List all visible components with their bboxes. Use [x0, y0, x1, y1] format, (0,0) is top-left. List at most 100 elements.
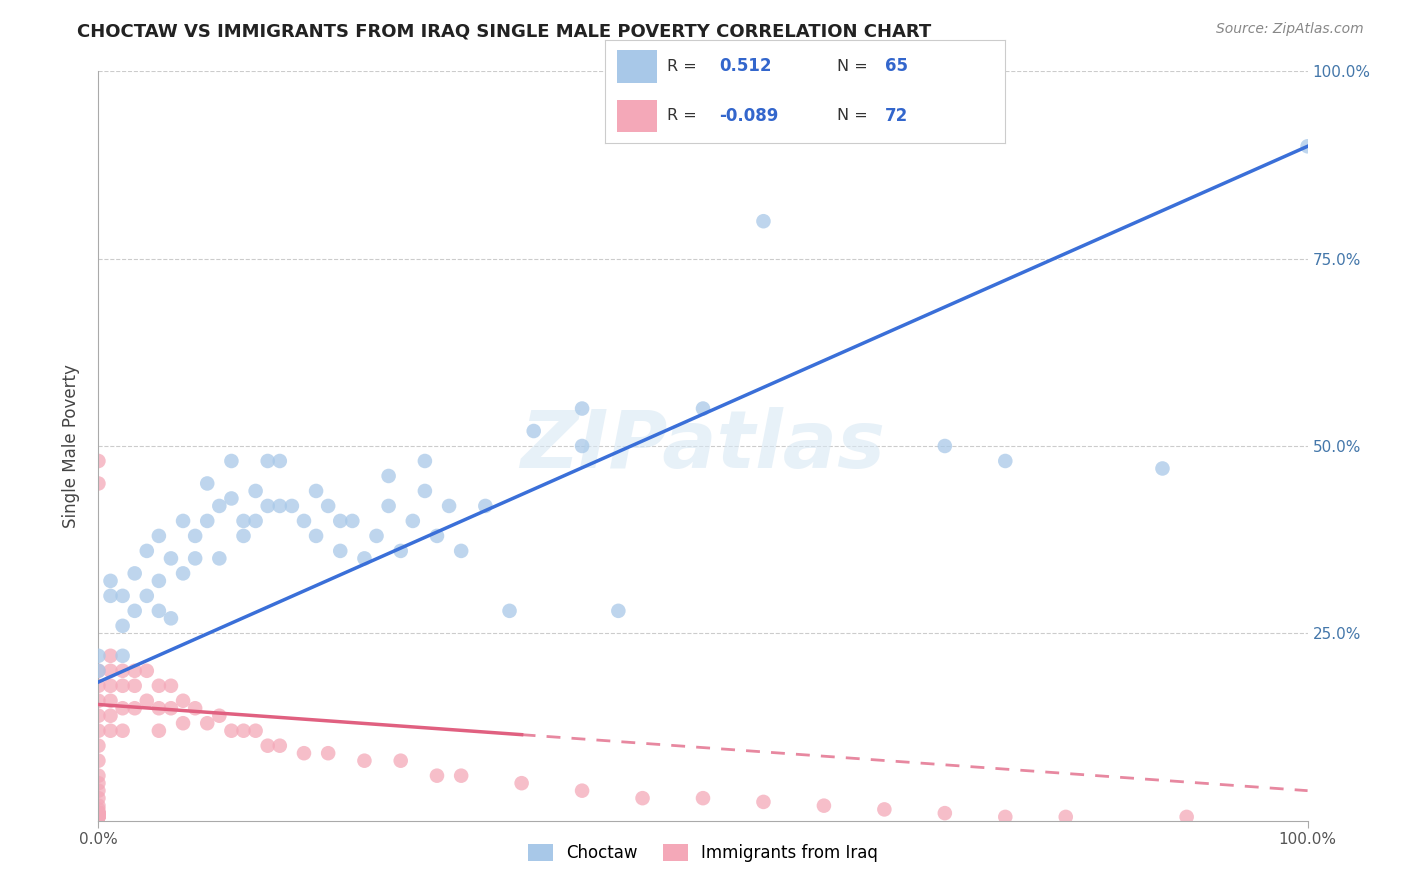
Point	[184, 701, 207, 715]
Point	[148, 604, 170, 618]
Point	[87, 739, 110, 753]
Point	[100, 694, 122, 708]
Point	[269, 739, 291, 753]
Point	[450, 769, 472, 783]
Point	[87, 806, 110, 821]
Point	[100, 648, 122, 663]
Point	[87, 708, 110, 723]
Point	[413, 483, 436, 498]
Point	[498, 604, 520, 618]
Point	[87, 769, 110, 783]
Text: N =: N =	[837, 59, 868, 74]
Point	[111, 619, 134, 633]
Point	[366, 529, 388, 543]
Point	[87, 664, 110, 678]
Text: 0.512: 0.512	[718, 57, 772, 75]
Point	[172, 694, 194, 708]
Point	[377, 499, 399, 513]
Point	[87, 802, 110, 816]
Point	[135, 694, 157, 708]
Point	[87, 648, 110, 663]
Point	[426, 769, 449, 783]
Point	[316, 746, 339, 760]
Point	[305, 483, 328, 498]
Point	[160, 611, 183, 625]
Point	[232, 514, 254, 528]
Point	[87, 806, 110, 821]
Text: CHOCTAW VS IMMIGRANTS FROM IRAQ SINGLE MALE POVERTY CORRELATION CHART: CHOCTAW VS IMMIGRANTS FROM IRAQ SINGLE M…	[77, 22, 932, 40]
Point	[87, 723, 110, 738]
Point	[87, 810, 110, 824]
Point	[934, 439, 956, 453]
Point	[100, 679, 122, 693]
Point	[510, 776, 533, 790]
Point	[87, 754, 110, 768]
Point	[474, 499, 496, 513]
Point	[100, 574, 122, 588]
Point	[523, 424, 546, 438]
Point	[87, 679, 110, 693]
Point	[172, 514, 194, 528]
Point	[353, 551, 375, 566]
Text: ZIPatlas: ZIPatlas	[520, 407, 886, 485]
Point	[342, 514, 364, 528]
Point	[184, 529, 207, 543]
Point	[148, 723, 170, 738]
Point	[195, 514, 218, 528]
Point	[389, 544, 412, 558]
Point	[813, 798, 835, 813]
Point	[426, 529, 449, 543]
Point	[100, 708, 122, 723]
Y-axis label: Single Male Poverty: Single Male Poverty	[62, 364, 80, 528]
Point	[100, 589, 122, 603]
Point	[160, 679, 183, 693]
Point	[172, 566, 194, 581]
Point	[571, 401, 593, 416]
Text: R =: R =	[666, 108, 696, 123]
Point	[135, 544, 157, 558]
Legend: Choctaw, Immigrants from Iraq: Choctaw, Immigrants from Iraq	[522, 837, 884, 869]
Bar	[617, 50, 657, 83]
Point	[994, 810, 1017, 824]
Point	[111, 723, 134, 738]
Point	[571, 783, 593, 797]
Point	[124, 679, 146, 693]
Point	[87, 798, 110, 813]
Point	[607, 604, 630, 618]
Point	[450, 544, 472, 558]
Point	[87, 810, 110, 824]
Point	[87, 476, 110, 491]
Point	[631, 791, 654, 805]
Point	[148, 679, 170, 693]
Point	[135, 664, 157, 678]
Point	[752, 214, 775, 228]
Point	[160, 551, 183, 566]
Point	[87, 806, 110, 821]
Point	[124, 604, 146, 618]
Point	[232, 723, 254, 738]
Text: N =: N =	[837, 108, 868, 123]
Point	[87, 454, 110, 468]
Point	[148, 529, 170, 543]
Point	[994, 454, 1017, 468]
Point	[305, 529, 328, 543]
Point	[873, 802, 896, 816]
Point	[256, 499, 278, 513]
Point	[124, 664, 146, 678]
Point	[87, 810, 110, 824]
Text: Source: ZipAtlas.com: Source: ZipAtlas.com	[1216, 22, 1364, 37]
Point	[752, 795, 775, 809]
Point	[316, 499, 339, 513]
Point	[148, 574, 170, 588]
Point	[221, 454, 243, 468]
Point	[389, 754, 412, 768]
Point	[87, 791, 110, 805]
Point	[437, 499, 460, 513]
Point	[402, 514, 425, 528]
Point	[208, 708, 231, 723]
Point	[413, 454, 436, 468]
Point	[245, 514, 267, 528]
Point	[692, 401, 714, 416]
Point	[329, 514, 352, 528]
Text: -0.089: -0.089	[718, 106, 778, 125]
